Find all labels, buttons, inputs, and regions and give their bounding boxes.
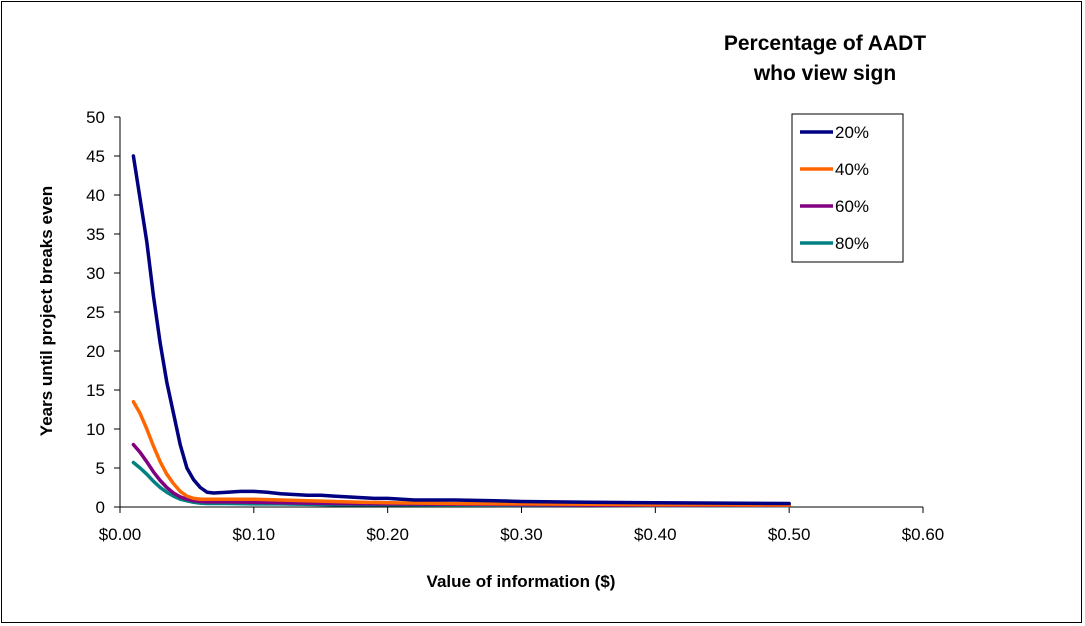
y-tick-label: 35: [86, 225, 105, 244]
x-tick-label: $0.50: [768, 525, 811, 544]
series-lines: [131, 154, 791, 508]
y-tick-label: 25: [86, 303, 105, 322]
legend-title-line-2: who view sign: [753, 62, 896, 85]
legend-box: [791, 113, 904, 263]
x-tick-label: $0.20: [366, 525, 409, 544]
series-line-60pct: [131, 442, 791, 508]
y-tick-label: 45: [86, 147, 105, 166]
x-axis-title: Value of information ($): [427, 572, 616, 591]
legend-label-40pct: 40%: [835, 160, 869, 179]
y-tick-label: 20: [86, 342, 105, 361]
x-tick-label: $0.40: [634, 525, 677, 544]
x-axis: $0.00 $0.10 $0.20 $0.30 $0.40 $0.50 $0.60: [99, 506, 945, 544]
y-tick-label: 50: [86, 108, 105, 127]
legend-label-20pct: 20%: [835, 123, 869, 142]
legend-label-60pct: 60%: [835, 197, 869, 216]
x-tick-label: $0.10: [233, 525, 276, 544]
y-tick-label: 0: [96, 498, 105, 517]
y-tick-label: 10: [86, 420, 105, 439]
series-line-40pct: [131, 399, 791, 507]
y-axis: 0 5 10 15 20 25 30 35 40 45 50: [86, 108, 121, 517]
x-tick-label: $0.60: [902, 525, 945, 544]
legend-title-line-1: Percentage of AADT: [724, 32, 926, 55]
legend: 20% 40% 60% 80%: [791, 113, 904, 263]
series-line-20pct: [131, 154, 791, 506]
legend-label-80pct: 80%: [835, 234, 869, 253]
y-axis-title: Years until project breaks even: [37, 186, 56, 436]
x-tick-label: $0.30: [500, 525, 543, 544]
x-tick-label: $0.00: [99, 525, 142, 544]
y-tick-label: 40: [86, 186, 105, 205]
y-tick-label: 15: [86, 381, 105, 400]
y-tick-label: 30: [86, 264, 105, 283]
y-tick-label: 5: [96, 459, 105, 478]
